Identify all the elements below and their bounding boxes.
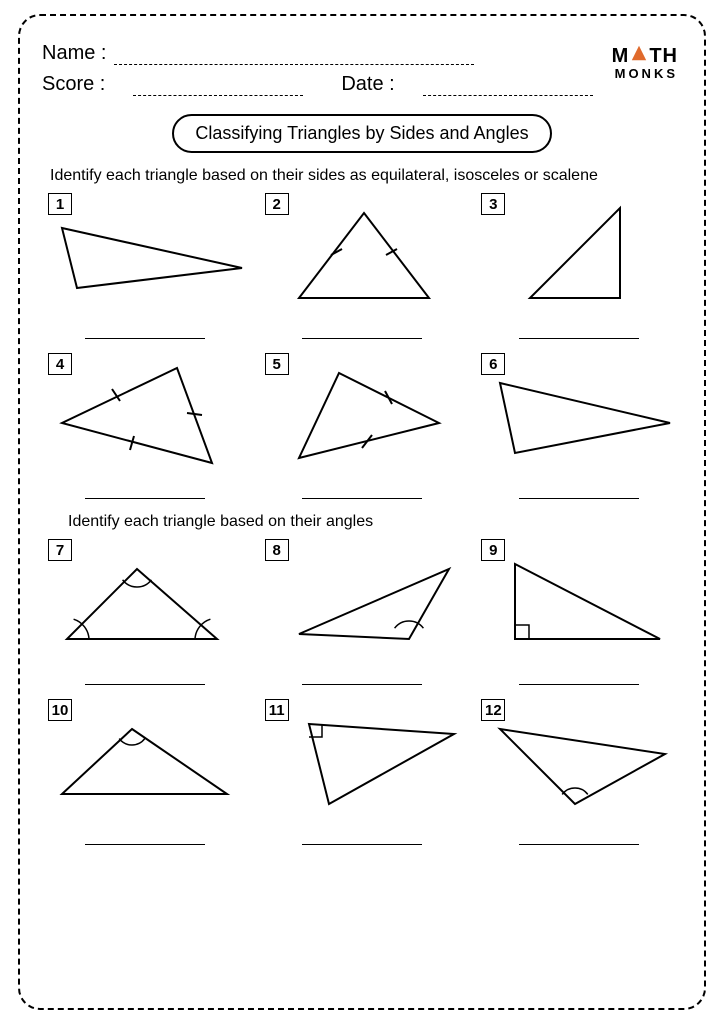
answer-blank[interactable] (85, 844, 205, 845)
section2-instruction: Identify each triangle based on their an… (68, 513, 674, 531)
triangle-figure (475, 193, 685, 313)
worksheet-title: Classifying Triangles by Sides and Angle… (172, 114, 552, 153)
answer-blank[interactable] (302, 684, 422, 685)
answer-blank[interactable] (302, 844, 422, 845)
exercise-cell: 6 (475, 353, 682, 503)
name-label: Name : (42, 42, 106, 65)
answer-blank[interactable] (85, 498, 205, 499)
answer-blank[interactable] (519, 844, 639, 845)
triangle-figure (259, 539, 469, 659)
triangle-figure (475, 539, 685, 659)
exercise-cell: 3 (475, 193, 682, 343)
name-row: Name : (42, 42, 682, 65)
triangle-figure (475, 353, 685, 473)
exercise-cell: 8 (259, 539, 466, 689)
answer-blank[interactable] (85, 338, 205, 339)
worksheet-frame: M TH MONKS Name : Score : Date : Classif… (18, 14, 706, 1010)
answer-blank[interactable] (519, 498, 639, 499)
exercise-cell: 5 (259, 353, 466, 503)
score-date-row: Score : Date : (42, 73, 682, 96)
triangle-figure (259, 353, 469, 473)
answer-blank[interactable] (85, 684, 205, 685)
answer-blank[interactable] (519, 338, 639, 339)
date-label: Date : (341, 73, 394, 96)
exercise-cell: 11 (259, 699, 466, 849)
exercise-cell: 10 (42, 699, 249, 849)
answer-blank[interactable] (302, 338, 422, 339)
answer-blank[interactable] (302, 498, 422, 499)
name-blank[interactable] (114, 49, 474, 65)
triangle-figure (259, 193, 469, 313)
triangle-figure (259, 699, 469, 819)
logo-text-a: M (612, 45, 630, 68)
date-blank[interactable] (423, 80, 593, 96)
logo-triangle-icon (630, 44, 648, 62)
triangle-figure (42, 699, 252, 819)
exercise-cell: 1 (42, 193, 249, 343)
triangle-figure (475, 699, 685, 819)
section1-grid: 123 456 (42, 193, 682, 503)
section1-instruction: Identify each triangle based on their si… (50, 167, 674, 185)
section2-grid: 789 101112 (42, 539, 682, 849)
triangle-figure (42, 353, 252, 473)
exercise-cell: 12 (475, 699, 682, 849)
triangle-figure (42, 193, 252, 313)
exercise-cell: 7 (42, 539, 249, 689)
score-label: Score : (42, 73, 105, 96)
logo-text-2: MONKS (612, 66, 678, 81)
logo-text-b: TH (649, 45, 678, 68)
score-blank[interactable] (133, 80, 303, 96)
exercise-cell: 2 (259, 193, 466, 343)
exercise-cell: 9 (475, 539, 682, 689)
answer-blank[interactable] (519, 684, 639, 685)
brand-logo: M TH MONKS (612, 44, 678, 81)
triangle-figure (42, 539, 252, 659)
exercise-cell: 4 (42, 353, 249, 503)
